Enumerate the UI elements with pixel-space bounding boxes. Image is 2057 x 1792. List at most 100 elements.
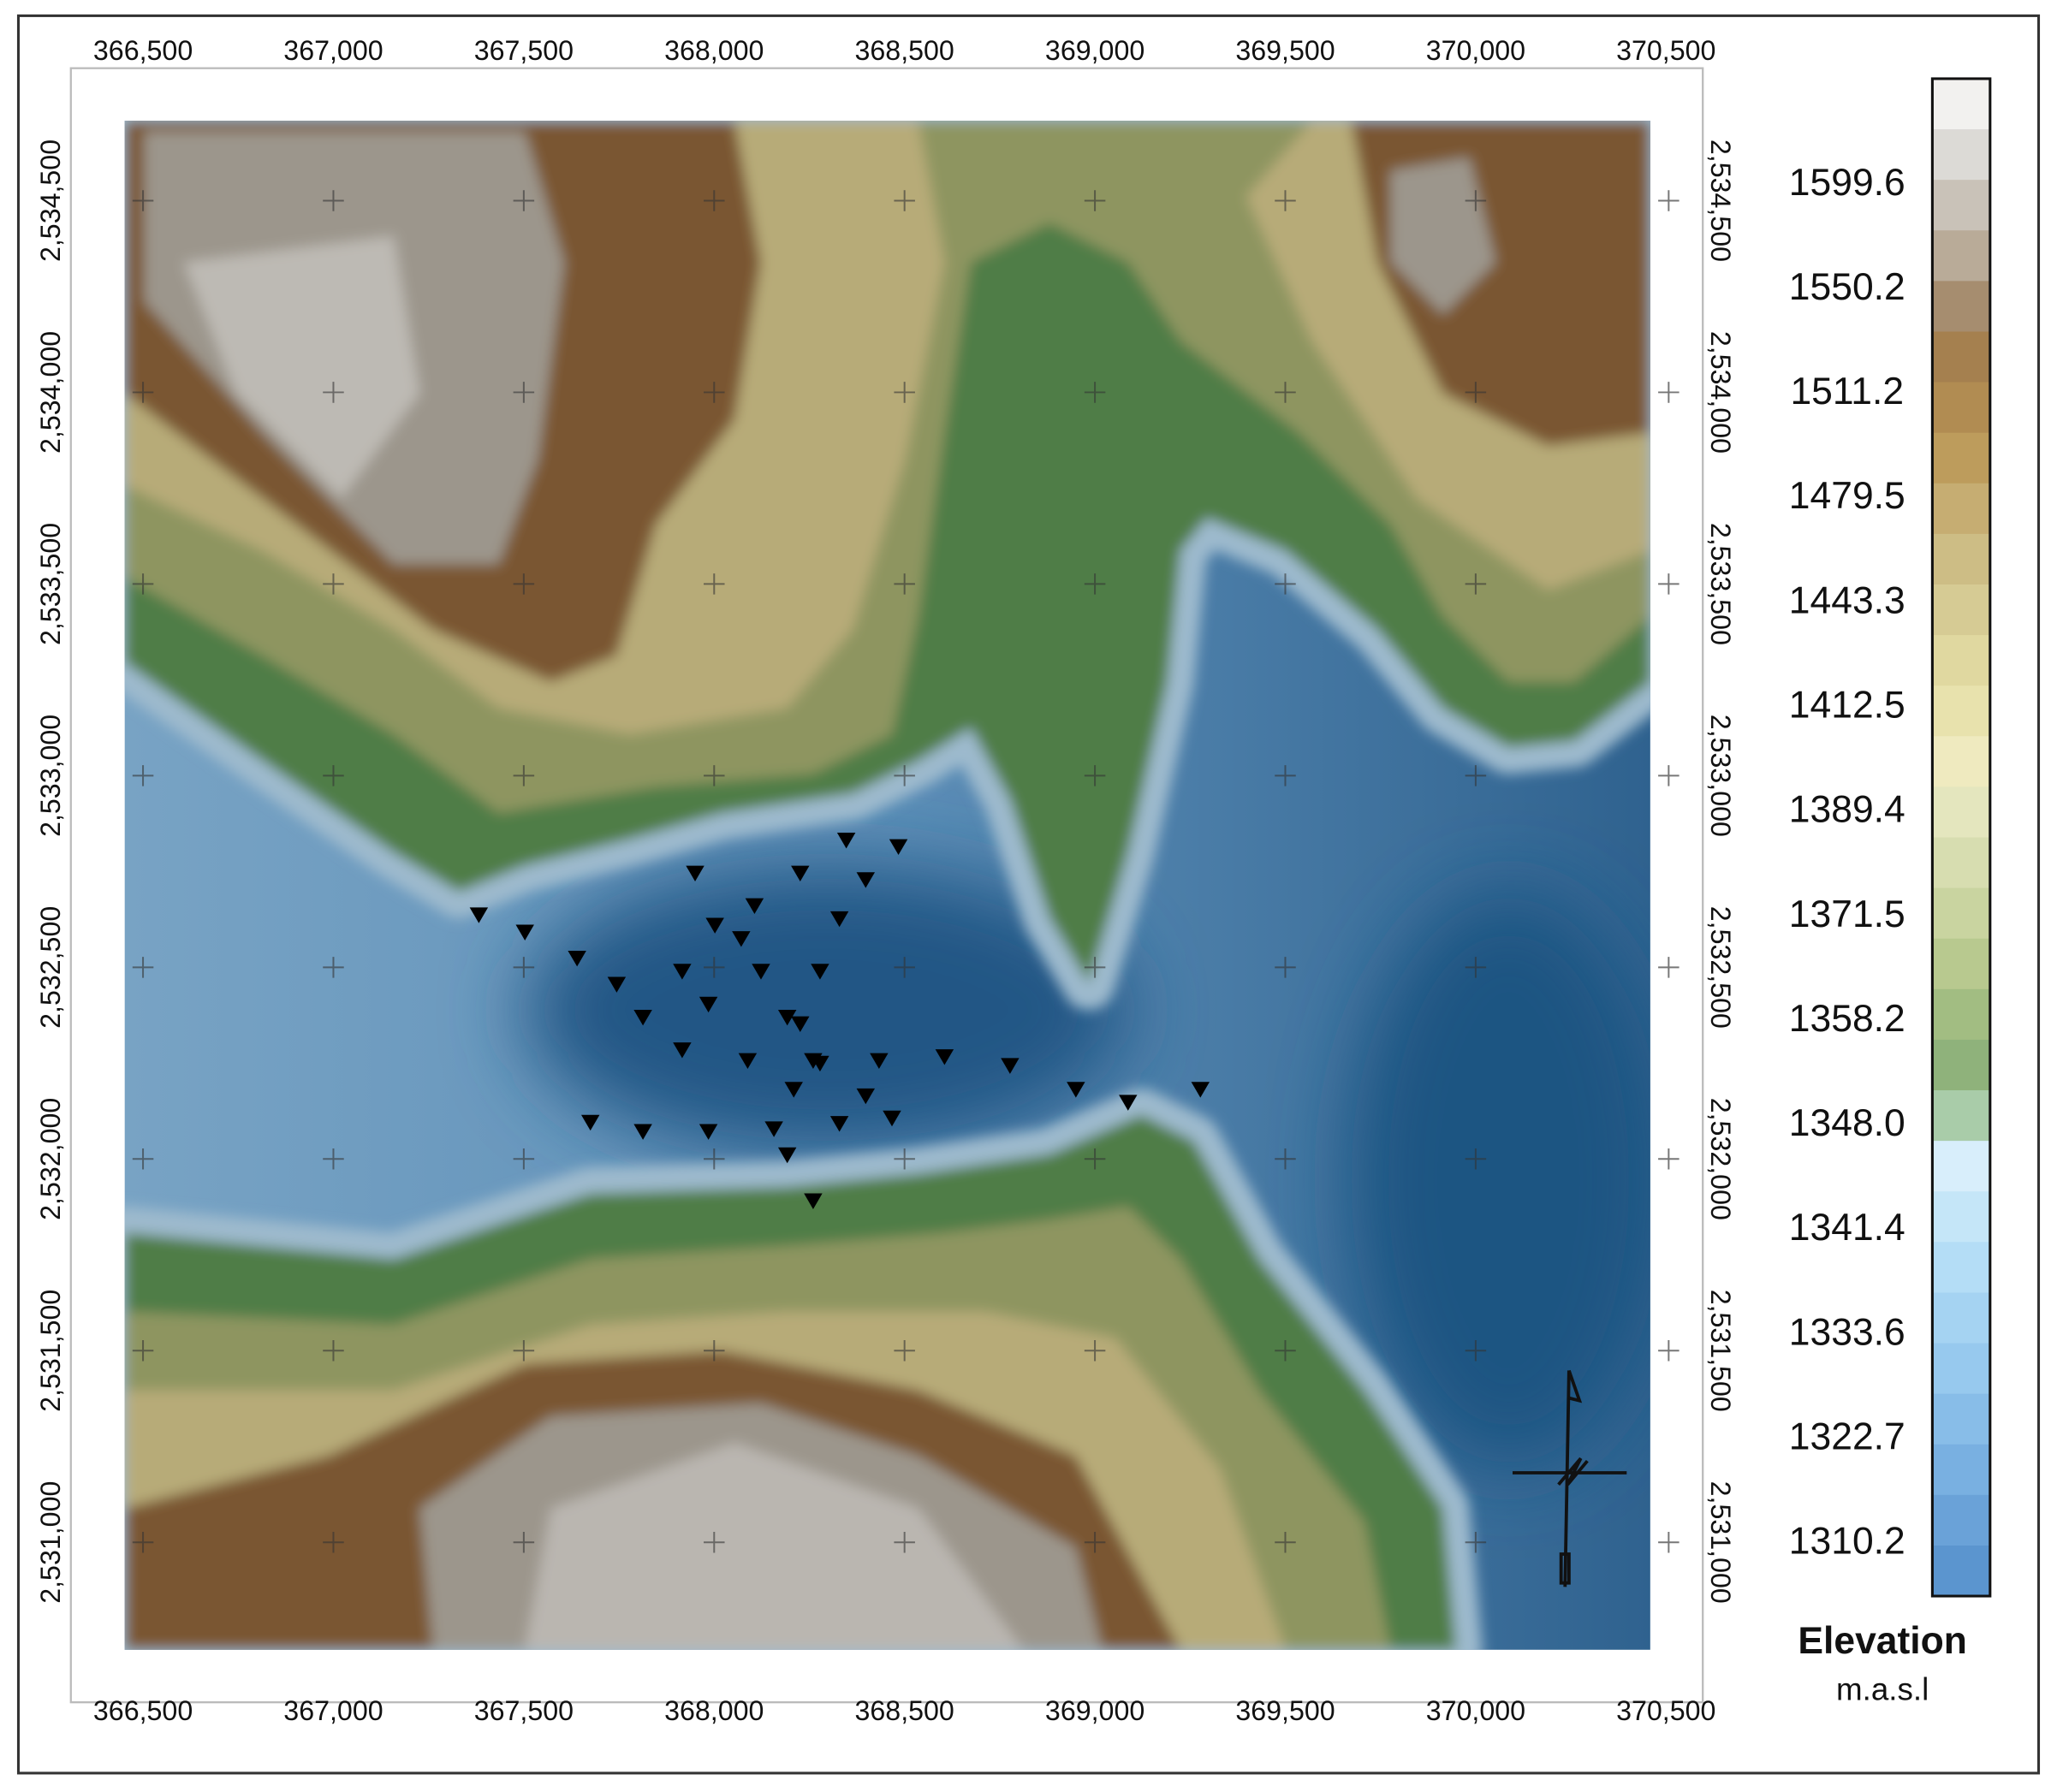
legend-band [1932, 786, 1990, 839]
legend-unit: m.a.s.l [1836, 1672, 1929, 1707]
grid-cross [1465, 573, 1487, 595]
elevation-surface [124, 120, 1650, 1650]
y-tick-label-right: 2,534,500 [1705, 139, 1736, 262]
station [784, 1082, 803, 1098]
outer-border [16, 14, 2041, 1775]
edge-cross [1658, 957, 1679, 978]
station [804, 1193, 823, 1209]
station [889, 839, 908, 856]
legend-band [1932, 382, 1990, 434]
station [673, 1042, 692, 1059]
station [777, 1009, 797, 1026]
legend-band [1932, 887, 1990, 940]
north-arrow [1512, 1369, 1627, 1587]
grid-cross [1084, 957, 1106, 978]
grid-cross [323, 190, 344, 211]
legend: Elevation m.a.s.l 1599.6 1550.2 1511.2 1479… [1789, 77, 1992, 1707]
legend-band [1932, 432, 1990, 484]
y-tick-label-right: 2,532,500 [1705, 906, 1736, 1029]
station [686, 865, 704, 881]
station [1191, 1082, 1210, 1098]
edge-cross [1658, 1531, 1679, 1553]
y-tick-label-right: 2,533,500 [1705, 523, 1736, 645]
grid-crosses [132, 190, 1679, 1553]
station [1001, 1058, 1020, 1074]
legend-title: Elevation [1798, 1620, 1967, 1662]
station [935, 1049, 954, 1065]
grid-cross [132, 190, 154, 211]
legend-band [1932, 230, 1990, 282]
grid-cross [1275, 1148, 1296, 1170]
legend-label: 1341.4 [1789, 1207, 1905, 1249]
grid-cross [132, 382, 154, 403]
legend-band [1932, 1292, 1990, 1344]
legend-band [1932, 635, 1990, 686]
x-tick-label-bottom: 368,000 [664, 1695, 764, 1726]
x-tick-label-top: 369,000 [1045, 35, 1144, 66]
legend-band [1932, 988, 1990, 1041]
station [673, 964, 692, 980]
x-tick-label-top: 367,000 [283, 35, 383, 66]
legend-label: 1322.7 [1789, 1415, 1905, 1457]
x-tick-label-bottom: 368,500 [855, 1695, 954, 1726]
grid-cross [513, 382, 535, 403]
x-tick-label-top: 368,500 [855, 35, 954, 66]
grid-cross [1465, 1531, 1487, 1553]
station [856, 872, 876, 888]
grid-cross [1465, 190, 1487, 211]
grid-cross [894, 957, 915, 978]
legend-band [1932, 1141, 1990, 1192]
grid-cross [1084, 573, 1106, 595]
y-tick-label-right: 2,531,000 [1705, 1481, 1736, 1604]
legend-band [1932, 533, 1990, 585]
station [699, 996, 718, 1013]
grid-cross [323, 382, 344, 403]
y-tick-label-right: 2,531,500 [1705, 1290, 1736, 1412]
legend-band [1932, 1545, 1990, 1597]
y-tick-label-left: 2,534,000 [35, 331, 66, 454]
legend-band [1932, 78, 1990, 130]
grid-cross [704, 190, 725, 211]
station [469, 907, 489, 923]
station [829, 1116, 849, 1132]
legend-band [1932, 1343, 1990, 1395]
grid-cross [1275, 765, 1296, 786]
grid-cross [132, 1339, 154, 1362]
x-tick-label-bottom: 366,500 [93, 1695, 193, 1726]
grid-cross [1465, 1148, 1487, 1170]
legend-label: 1358.2 [1789, 998, 1905, 1040]
grid-cross [513, 573, 535, 595]
y-tick-label-left: 2,533,500 [35, 523, 66, 645]
grid-cross [1275, 1339, 1296, 1362]
grid-cross [894, 1339, 915, 1362]
station [791, 865, 810, 881]
grid-cross [132, 1148, 154, 1170]
station [738, 1053, 758, 1070]
x-tick-label-top: 366,500 [93, 35, 193, 66]
grid-cross [1275, 1531, 1296, 1553]
station [745, 898, 764, 915]
grid-cross [1084, 1531, 1106, 1553]
grid-cross [323, 1148, 344, 1170]
edge-cross [1658, 382, 1679, 403]
x-tick-label-bottom: 367,000 [283, 1695, 383, 1726]
station [699, 1124, 718, 1140]
legend-band [1932, 584, 1990, 636]
station [811, 964, 829, 980]
legend-band [1932, 281, 1990, 333]
grid-cross [1465, 957, 1487, 978]
station [811, 1055, 829, 1072]
grid-cross [894, 765, 915, 786]
grid-cross [1084, 1148, 1106, 1170]
grid-cross [513, 765, 535, 786]
legend-label: 1550.2 [1789, 266, 1905, 308]
station [580, 1114, 600, 1131]
legend-band [1932, 1444, 1990, 1496]
legend-band [1932, 483, 1990, 535]
x-tick-label-bottom: 370,500 [1616, 1695, 1715, 1726]
legend-band [1932, 1393, 1990, 1445]
grid-cross [704, 573, 725, 595]
grid-cross [1275, 573, 1296, 595]
y-tick-label-left: 2,531,000 [35, 1481, 66, 1604]
